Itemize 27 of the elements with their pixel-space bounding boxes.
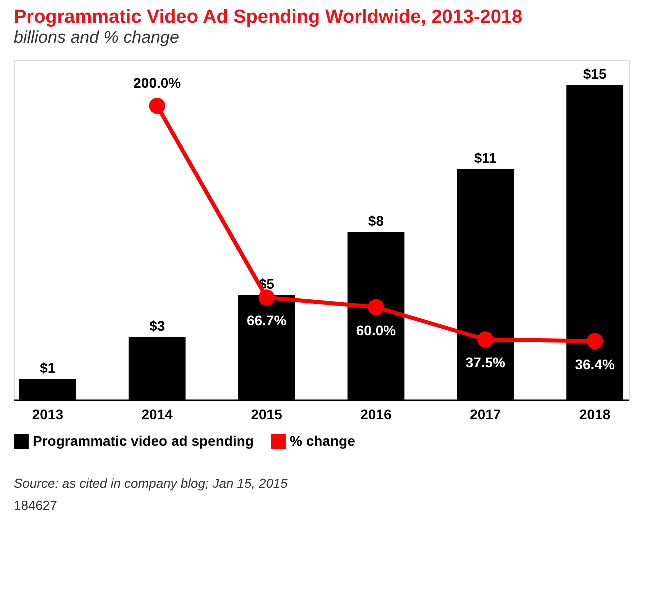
point (149, 98, 166, 114)
point (368, 299, 384, 316)
x-tick-label: 2018 (580, 406, 611, 422)
x-tick-label: 2015 (251, 406, 283, 422)
point (258, 290, 275, 306)
data-label: $3 (150, 318, 166, 334)
data-label: 36.4% (575, 356, 616, 372)
data-label: 66.7% (246, 312, 288, 329)
legend-label: % change (290, 432, 356, 449)
x-tick-label: 2013 (32, 406, 64, 422)
data-label: $8 (368, 213, 384, 230)
text: 184627 (14, 498, 58, 513)
point (587, 333, 604, 350)
data-label: $11 (474, 150, 498, 166)
point (478, 332, 494, 348)
chart-title: Programmatic Video Ad Spending Worldwide, 2013-2018 (14, 7, 523, 28)
data-label: 200.0% (134, 75, 182, 92)
legend-label: Programmatic video ad spending (33, 432, 254, 449)
data-label: $15 (583, 66, 607, 82)
x-tick-label: 2017 (470, 406, 502, 422)
data-label: 37.5% (466, 354, 506, 371)
chart-subtitle: billions and % change (14, 28, 180, 47)
source-note: Source: as cited in company blog; Jan 15, 2015 (14, 476, 289, 491)
x-tick-label: 2016 (360, 406, 392, 422)
data-label: 60.0% (356, 322, 397, 338)
data-label: $1 (40, 360, 56, 376)
x-tick-label: 2014 (142, 406, 174, 422)
